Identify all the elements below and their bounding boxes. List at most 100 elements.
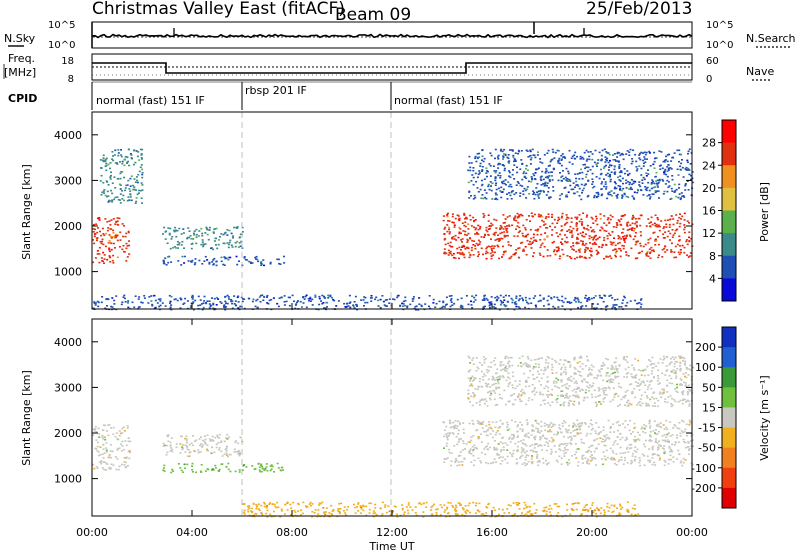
echo-cell bbox=[229, 239, 232, 242]
echo-cell bbox=[190, 247, 193, 250]
echo-cell bbox=[614, 458, 616, 461]
echo-cell bbox=[200, 446, 203, 448]
echo-cell bbox=[655, 171, 658, 174]
echo-cell bbox=[451, 213, 454, 215]
echo-cell bbox=[454, 217, 457, 220]
echo-cell bbox=[193, 263, 196, 266]
echo-cell bbox=[554, 226, 557, 228]
echo-cell bbox=[658, 178, 661, 181]
echo-cell bbox=[179, 297, 182, 299]
echo-cell bbox=[610, 171, 613, 173]
echo-cell bbox=[127, 231, 130, 234]
echo-cell bbox=[595, 377, 598, 379]
echo-cell bbox=[111, 151, 114, 153]
echo-cell bbox=[439, 514, 442, 516]
echo-cell bbox=[266, 516, 269, 518]
echo-cell bbox=[486, 246, 489, 248]
echo-cell bbox=[104, 194, 107, 197]
echo-cell bbox=[474, 155, 477, 158]
echo-cell bbox=[114, 162, 117, 164]
echo-cell bbox=[455, 459, 458, 462]
echo-cell bbox=[591, 427, 594, 430]
echo-cell bbox=[561, 238, 564, 240]
echo-cell bbox=[109, 178, 112, 180]
echo-cell bbox=[544, 437, 547, 439]
echo-cell bbox=[558, 424, 561, 426]
echo-cell bbox=[586, 224, 589, 227]
echo-cell bbox=[561, 295, 564, 298]
echo-cell bbox=[227, 246, 230, 249]
echo-cell bbox=[169, 441, 172, 444]
echo-cell bbox=[639, 189, 642, 191]
echo-cell bbox=[512, 449, 515, 452]
echo-cell bbox=[651, 405, 654, 407]
echo-cell bbox=[538, 373, 541, 375]
echo-cell bbox=[683, 219, 686, 221]
echo-cell bbox=[480, 236, 483, 238]
echo-cell bbox=[620, 189, 623, 192]
echo-cell bbox=[448, 226, 451, 229]
echo-cell bbox=[137, 298, 140, 300]
echo-cell bbox=[510, 297, 513, 300]
echo-cell bbox=[496, 454, 499, 456]
echo-cell bbox=[601, 463, 604, 466]
echo-cell bbox=[686, 159, 689, 162]
echo-cell bbox=[191, 298, 194, 300]
echo-cell bbox=[507, 372, 510, 375]
echo-cell bbox=[487, 245, 490, 248]
power-echo-layer bbox=[92, 148, 694, 311]
echo-cell bbox=[676, 391, 679, 394]
echo-cell bbox=[497, 427, 500, 429]
echo-cell bbox=[565, 393, 568, 395]
echo-cell bbox=[491, 378, 494, 381]
echo-cell bbox=[569, 379, 572, 381]
echo-cell bbox=[638, 401, 641, 403]
echo-cell bbox=[602, 451, 605, 453]
echo-cell bbox=[663, 390, 666, 392]
echo-cell bbox=[567, 217, 570, 219]
echo-cell bbox=[562, 443, 565, 446]
echo-cell bbox=[231, 307, 234, 310]
echo-cell bbox=[610, 243, 613, 246]
echo-cell bbox=[578, 214, 581, 216]
echo-cell bbox=[576, 464, 579, 467]
echo-cell bbox=[453, 302, 456, 305]
echo-cell bbox=[373, 512, 376, 514]
echo-cell bbox=[522, 193, 525, 196]
echo-cell bbox=[558, 299, 561, 302]
echo-cell bbox=[261, 467, 264, 469]
echo-cell bbox=[243, 298, 246, 300]
echo-cell bbox=[114, 149, 117, 152]
echo-cell bbox=[428, 295, 431, 297]
echo-cell bbox=[468, 155, 471, 158]
echo-cell bbox=[648, 222, 651, 224]
echo-cell bbox=[213, 228, 216, 230]
echo-cell bbox=[525, 506, 528, 509]
echo-cell bbox=[223, 256, 226, 258]
echo-cell bbox=[129, 185, 132, 187]
echo-cell bbox=[663, 170, 666, 173]
echo-cell bbox=[525, 444, 528, 447]
echo-cell bbox=[552, 151, 555, 153]
echo-cell bbox=[653, 391, 656, 394]
echo-cell bbox=[504, 357, 507, 360]
echo-cell bbox=[669, 218, 672, 220]
echo-cell bbox=[513, 193, 516, 196]
echo-cell bbox=[682, 457, 685, 460]
echo-cell bbox=[666, 432, 669, 435]
echo-cell bbox=[531, 424, 534, 426]
echo-cell bbox=[596, 438, 599, 440]
echo-cell bbox=[617, 460, 620, 463]
echo-cell bbox=[189, 306, 192, 309]
echo-cell bbox=[648, 194, 651, 196]
echo-cell bbox=[494, 179, 497, 182]
echo-cell bbox=[670, 197, 673, 200]
echo-cell bbox=[608, 379, 611, 382]
echo-cell bbox=[611, 154, 614, 156]
echo-cell bbox=[173, 298, 176, 301]
echo-cell bbox=[688, 240, 691, 242]
echo-cell bbox=[567, 387, 570, 390]
echo-cell bbox=[658, 165, 661, 167]
echo-cell bbox=[451, 505, 454, 507]
